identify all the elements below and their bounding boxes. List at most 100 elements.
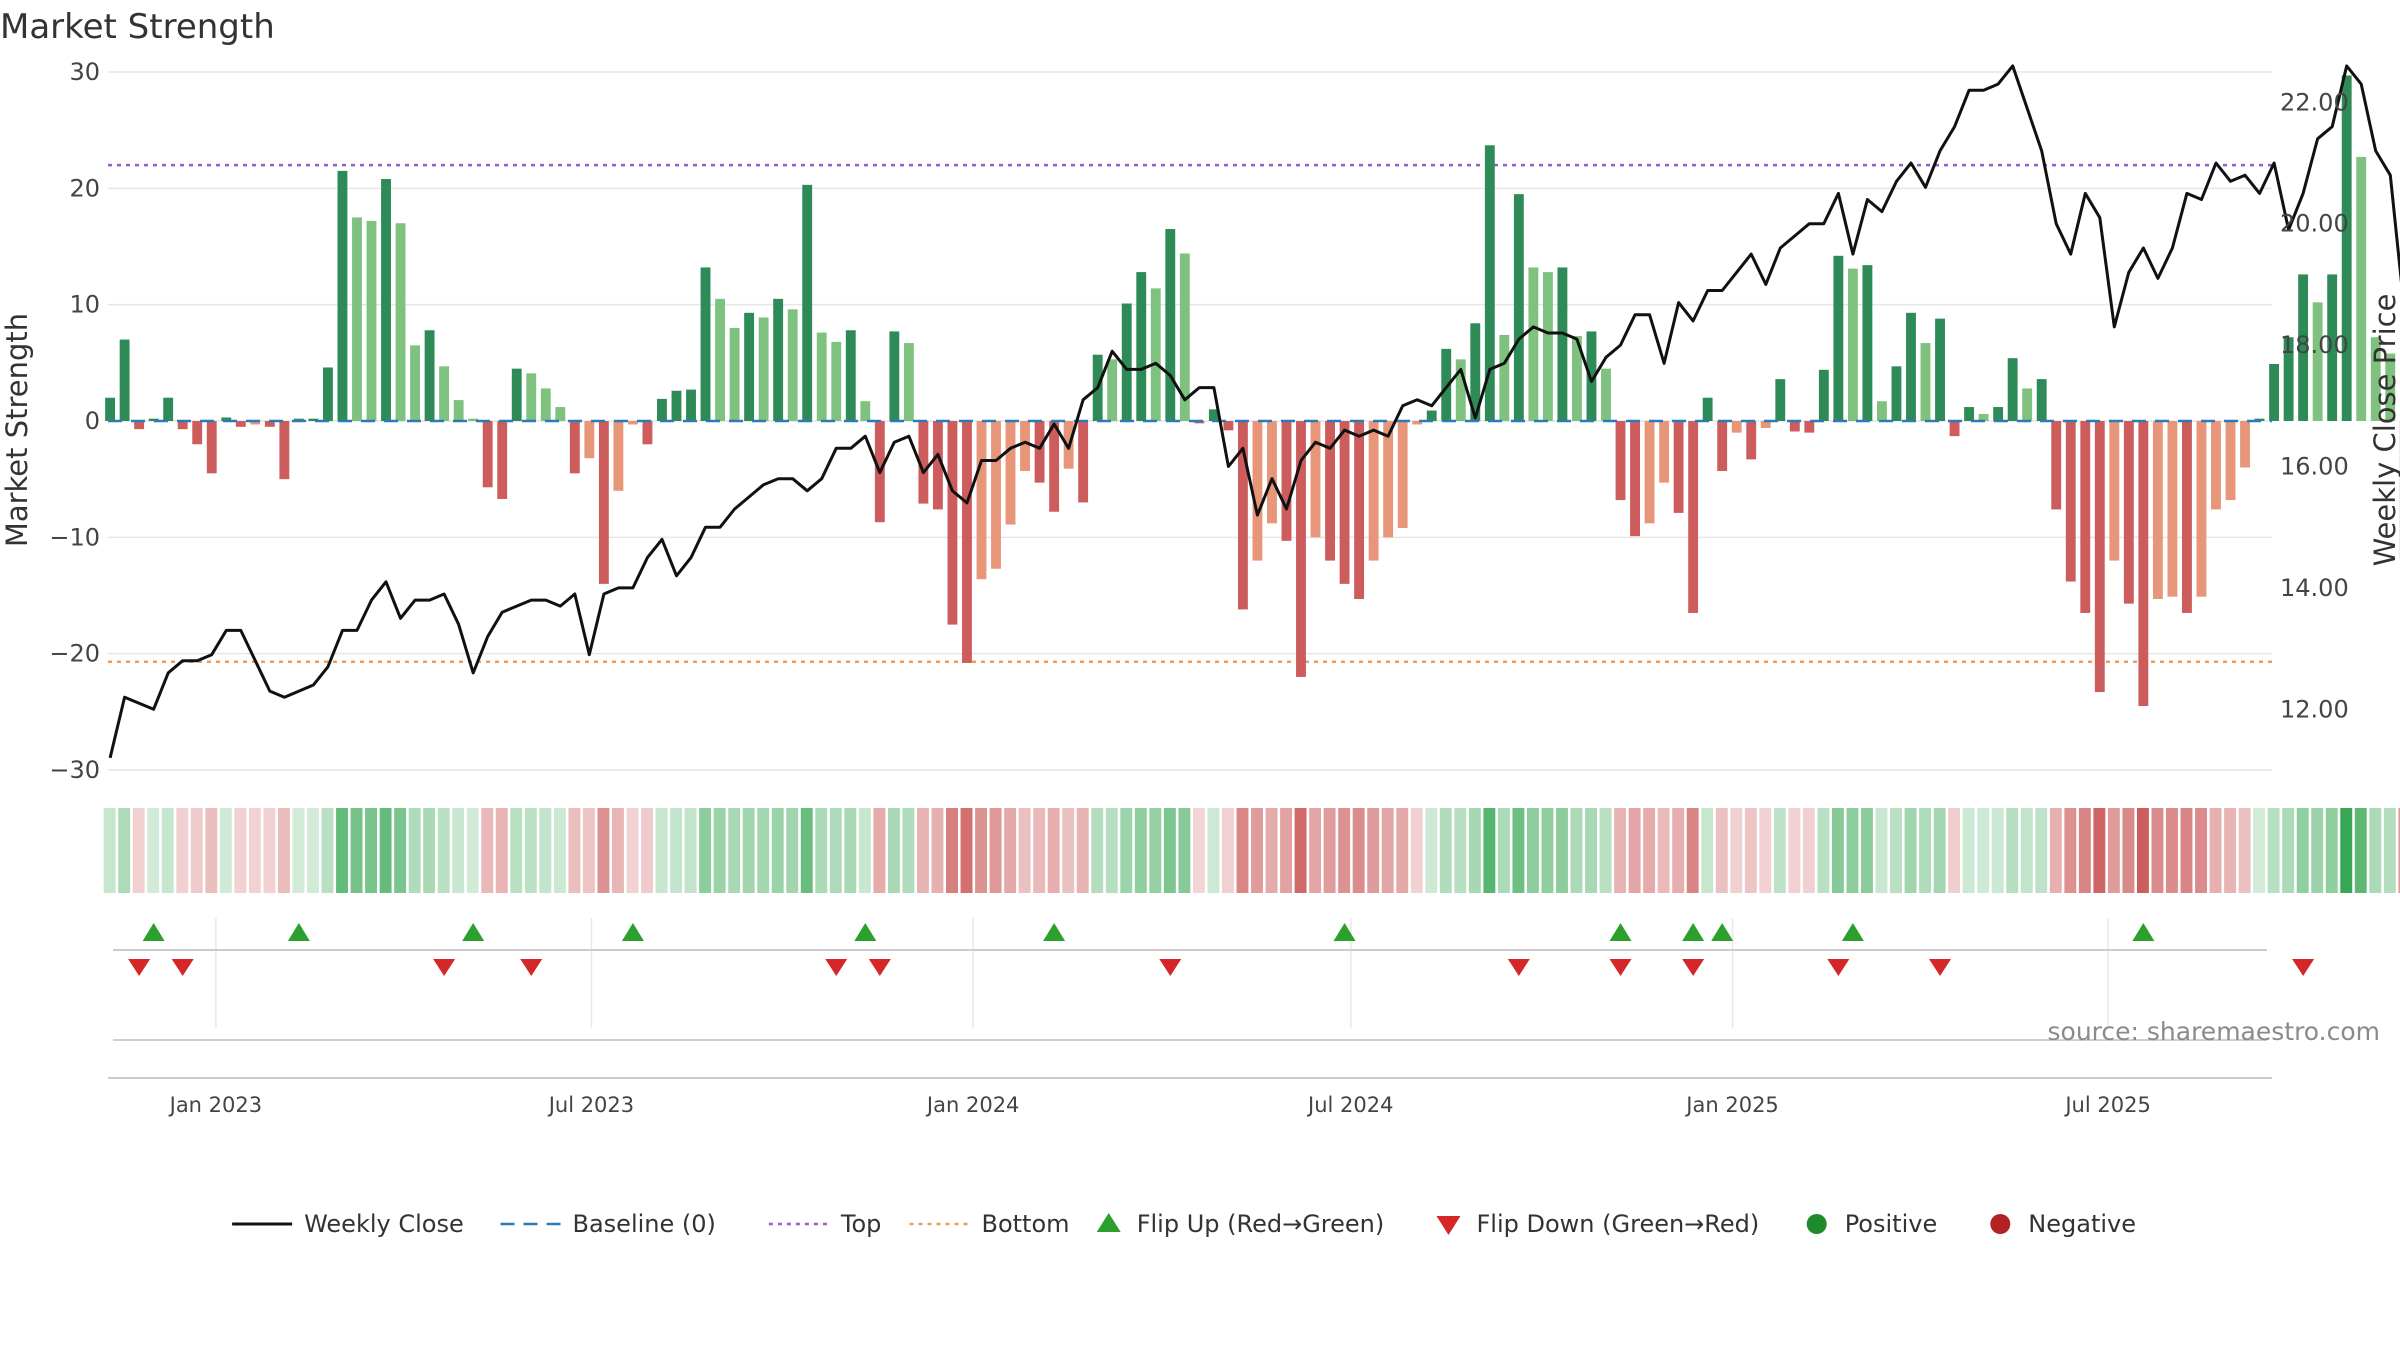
strength-bar (1789, 421, 1800, 432)
flip-down-marker (1827, 959, 1850, 976)
heat-cell (626, 808, 639, 893)
heat-cell (1454, 808, 1467, 893)
strength-bar (2341, 75, 2352, 422)
heat-cell (2340, 808, 2353, 893)
strength-bar (2167, 421, 2178, 597)
strength-bar (2094, 421, 2105, 693)
strength-bar (366, 220, 377, 421)
heat-cell (1309, 808, 1322, 893)
heat-cell (1062, 808, 1075, 893)
strength-bar (1630, 421, 1640, 537)
heat-cell (713, 808, 726, 893)
heat-cell (1802, 808, 1815, 893)
strength-bar (1542, 272, 1553, 421)
heat-cell (975, 808, 988, 893)
strength-bar (1993, 407, 2004, 421)
flip-markers-panel (108, 923, 2315, 1079)
strength-bar (134, 421, 145, 430)
flip-down-marker (171, 959, 194, 976)
flip-down-marker (128, 959, 151, 976)
strength-bar (308, 418, 319, 421)
heat-cell (1831, 808, 1844, 893)
left-axis: 30 20 10 0 −10 −20 −30 (49, 58, 100, 784)
heat-cell (292, 808, 305, 893)
strength-bar (1296, 421, 1306, 677)
strength-bar (1659, 421, 1670, 483)
strength-bar (468, 418, 479, 421)
strength-bar (1644, 421, 1655, 524)
heat-cell (916, 808, 929, 893)
strength-bar (2036, 379, 2047, 421)
heat-cell (1323, 808, 1336, 893)
strength-bar (584, 421, 595, 459)
heat-cell (1149, 808, 1162, 893)
strength-bar (439, 366, 450, 421)
strength-bar (729, 327, 740, 421)
heat-cell (1265, 808, 1278, 893)
strength-bar (2356, 156, 2367, 421)
strength-bar (860, 401, 871, 421)
strength-bar (540, 388, 551, 421)
strength-bar (192, 421, 203, 445)
x-tick-label: Jul 2023 (547, 1093, 634, 1117)
strength-bar (1412, 421, 1423, 425)
heat-cell (1091, 808, 1104, 893)
strength-bar (1833, 255, 1844, 421)
heat-cell (205, 808, 218, 893)
heat-cell (234, 808, 247, 893)
heat-cell (641, 808, 653, 893)
left-tick-label: 0 (85, 407, 100, 435)
heat-cell (1875, 808, 1888, 893)
heat-cell (452, 808, 465, 893)
strength-bar (1949, 421, 1960, 437)
strength-bar (1005, 421, 1016, 525)
strength-bar (2181, 421, 2192, 613)
strength-bar (1208, 409, 1219, 421)
flip-up-marker (621, 923, 644, 941)
heat-cell (757, 808, 770, 893)
strength-bar (2007, 358, 2018, 421)
strength-heat-strip (103, 808, 2400, 893)
strength-bar (526, 373, 537, 421)
strength-bar (642, 421, 653, 445)
heat-cell (1367, 808, 1380, 893)
strength-bar (1310, 421, 1321, 538)
strength-bar (1223, 421, 1234, 431)
heat-cell (219, 808, 232, 893)
heat-cell (408, 808, 421, 893)
heat-cell (2151, 808, 2164, 893)
heat-cell (1483, 808, 1496, 893)
heat-cell (103, 808, 116, 893)
heat-cell (2398, 808, 2400, 893)
heat-cell (2267, 808, 2280, 893)
strength-bar (1121, 303, 1132, 421)
heat-cell (263, 808, 276, 893)
heat-cell (946, 808, 958, 893)
flip-up-marker (462, 923, 485, 941)
strength-bar (1107, 359, 1118, 421)
strength-bar (424, 330, 435, 421)
heat-cell (2282, 808, 2295, 893)
heat-cell (1846, 808, 1859, 893)
heat-cell (2020, 808, 2033, 893)
flip-up-marker (1682, 923, 1705, 941)
strength-bar (686, 389, 696, 421)
heat-cell (190, 808, 203, 893)
heat-cell (539, 808, 552, 893)
strength-bar (1484, 145, 1495, 422)
heat-cell (2224, 808, 2237, 893)
flip-down-marker (825, 959, 848, 976)
heat-cell (2369, 808, 2382, 893)
heat-cell (1861, 808, 1873, 893)
heat-cell (1556, 808, 1568, 893)
heat-cell (887, 808, 900, 893)
flip-down-marker (1609, 959, 1632, 976)
heat-cell (553, 808, 566, 893)
strength-bar (1717, 421, 1728, 472)
heat-cell (786, 808, 799, 893)
legend-item: Weekly Close (232, 1210, 464, 1238)
strength-bar (1746, 421, 1757, 460)
heat-cell (670, 808, 683, 893)
heat-cell (466, 808, 479, 893)
